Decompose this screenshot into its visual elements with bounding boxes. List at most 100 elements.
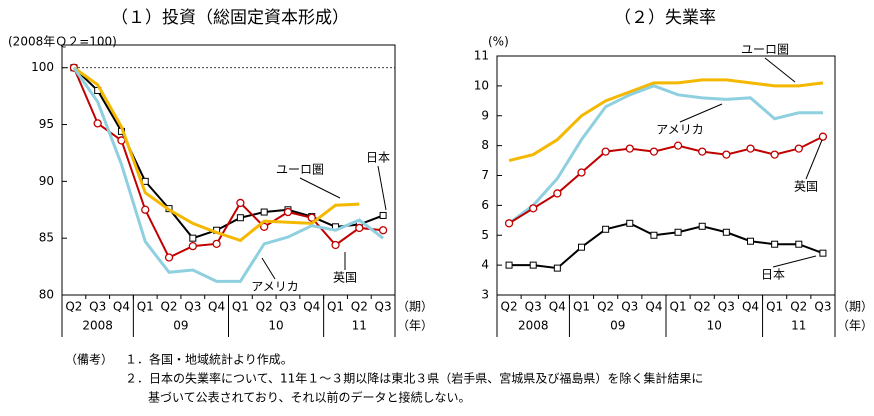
x-tick-label: Q3 — [89, 300, 106, 314]
series-label: 英国 — [794, 180, 818, 194]
marker — [674, 228, 682, 236]
marker — [819, 249, 827, 257]
y-tick-label: 6 — [481, 198, 489, 212]
x-tick-label: Q2 — [65, 300, 82, 314]
notes-label: （備考） — [65, 352, 113, 367]
x-tick-label: Q4 — [549, 300, 566, 314]
group-label: 10 — [707, 319, 722, 333]
series-line — [508, 78, 824, 163]
label-arrow — [377, 165, 387, 211]
x-tick-label: Q4 — [208, 300, 225, 314]
x-tick-label: Q1 — [137, 300, 154, 314]
y-tick-label: 7 — [481, 168, 489, 182]
x-tick-label: Q4 — [742, 300, 759, 314]
x-tick-label: Q3 — [375, 300, 392, 314]
x-tick-label: Q3 — [814, 300, 831, 314]
x-tick-label: Q4 — [303, 300, 320, 314]
marker — [260, 208, 268, 216]
marker — [379, 211, 387, 219]
marker — [650, 231, 658, 239]
note: １．各国・地域統計より作成。 — [125, 352, 293, 367]
marker — [529, 261, 537, 269]
series-label: 日本 — [761, 268, 785, 282]
chart-title: （２）失業率 — [614, 8, 716, 28]
y-tick-label: 95 — [39, 117, 54, 131]
label-arrow — [772, 255, 817, 268]
series-label: アメリカ — [251, 280, 298, 294]
group-label: 09 — [610, 319, 625, 333]
marker — [553, 264, 561, 272]
x-tick-label: Q3 — [525, 300, 542, 314]
x-tick-label: Q1 — [766, 300, 783, 314]
label-arrow — [299, 177, 341, 199]
marker — [578, 243, 585, 251]
marker — [189, 234, 197, 242]
marker — [260, 222, 269, 231]
marker — [795, 240, 803, 248]
marker — [212, 239, 221, 249]
group-unit-label: （年） — [397, 319, 433, 333]
x-tick-label: Q2 — [256, 300, 273, 314]
chart-title: （１）投資（総固定資本形成） — [111, 8, 349, 28]
marker — [164, 253, 174, 262]
label-arrow — [679, 103, 723, 123]
marker — [188, 241, 197, 251]
y-tick-label: 8 — [481, 138, 489, 152]
group-label: 2008 — [82, 319, 113, 333]
x-tick-label: Q2 — [597, 300, 614, 314]
y-tick-label: 3 — [481, 288, 489, 302]
y-tick-label: 10 — [474, 78, 489, 92]
marker — [355, 223, 364, 233]
x-tick-label: Q3 — [279, 300, 296, 314]
y-tick-label: 4 — [481, 258, 489, 272]
series-label: 英国 — [333, 271, 357, 285]
marker — [794, 144, 803, 153]
x-tick-label: Q1 — [573, 300, 590, 314]
series-line — [72, 67, 384, 259]
x-tick-label: Q3 — [621, 300, 638, 314]
group-label: 09 — [173, 319, 188, 333]
marker — [770, 150, 779, 159]
marker — [283, 207, 293, 217]
y-tick-label: 85 — [39, 231, 54, 245]
marker — [649, 147, 659, 156]
series-line — [72, 66, 385, 283]
marker — [698, 147, 707, 156]
x-tick-label: Q2 — [501, 300, 518, 314]
marker — [529, 204, 538, 213]
marker — [747, 237, 754, 245]
x-unit-label: （期） — [837, 300, 873, 314]
marker — [236, 214, 244, 222]
marker — [626, 219, 634, 227]
marker — [236, 198, 245, 208]
series-label: 日本 — [366, 151, 390, 165]
label-arrow — [805, 139, 823, 180]
marker — [722, 150, 731, 159]
note: 基づいて公表されており、それ以前のデータと接続しない。 — [148, 390, 470, 405]
marker — [141, 205, 150, 214]
marker — [577, 168, 586, 177]
marker — [818, 132, 828, 141]
y-tick-label: 80 — [39, 288, 54, 302]
marker — [698, 222, 706, 230]
marker — [505, 261, 513, 269]
x-tick-label: Q2 — [351, 300, 368, 314]
x-tick-label: Q2 — [160, 300, 177, 314]
x-tick-label: Q1 — [232, 300, 249, 314]
x-unit-label: （期） — [397, 300, 433, 314]
marker — [93, 119, 102, 128]
label-arrow — [764, 57, 796, 83]
x-tick-label: Q4 — [645, 300, 662, 314]
note: ２．日本の失業率について、11年１～３期以降は東北３県（岩手県、宮城県及び福島県… — [125, 371, 703, 386]
y-tick-label: 90 — [39, 174, 54, 188]
marker — [331, 240, 340, 250]
series-label: ユーロ圏 — [741, 43, 789, 57]
series-label: アメリカ — [656, 123, 703, 137]
marker — [673, 141, 683, 150]
y-tick-label: 11 — [474, 49, 489, 63]
group-label: 10 — [268, 319, 283, 333]
marker — [722, 228, 730, 236]
x-tick-label: Q2 — [790, 300, 807, 314]
y-tick-label: 100 — [31, 60, 54, 74]
